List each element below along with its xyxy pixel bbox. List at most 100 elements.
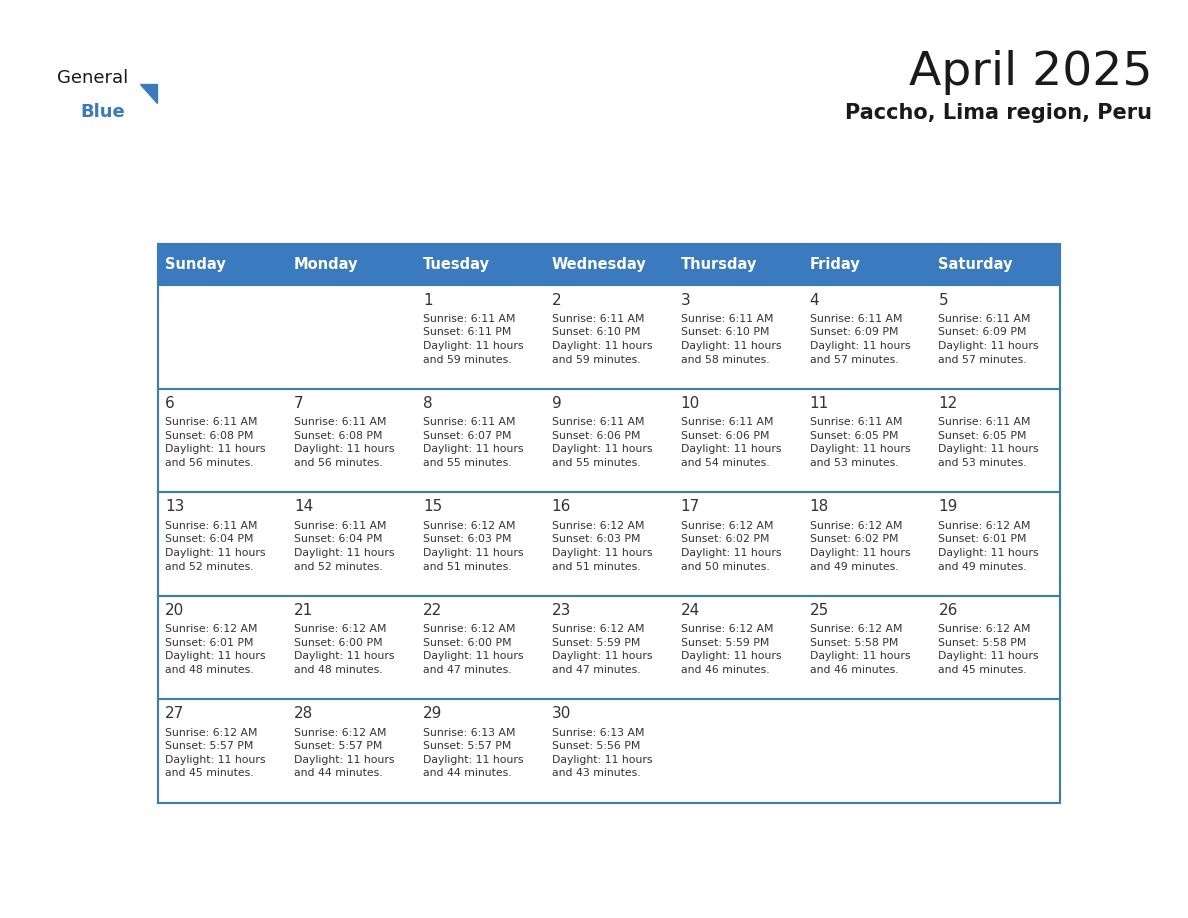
Bar (802, 492, 931, 596)
Bar (416, 285, 544, 389)
Bar (158, 700, 286, 803)
Bar (286, 596, 416, 700)
Text: Sunrise: 6:11 AM
Sunset: 6:06 PM
Daylight: 11 hours
and 54 minutes.: Sunrise: 6:11 AM Sunset: 6:06 PM Dayligh… (681, 417, 782, 468)
Bar (286, 244, 416, 285)
Text: 1: 1 (423, 293, 432, 308)
Text: 13: 13 (165, 499, 184, 514)
Bar (544, 700, 674, 803)
Text: 3: 3 (681, 293, 690, 308)
Text: 6: 6 (165, 396, 175, 411)
Text: 14: 14 (293, 499, 314, 514)
Bar (544, 596, 674, 700)
Text: Sunrise: 6:11 AM
Sunset: 6:08 PM
Daylight: 11 hours
and 56 minutes.: Sunrise: 6:11 AM Sunset: 6:08 PM Dayligh… (293, 417, 394, 468)
Bar (158, 389, 286, 492)
Text: Friday: Friday (809, 257, 860, 273)
Text: Sunrise: 6:12 AM
Sunset: 6:00 PM
Daylight: 11 hours
and 47 minutes.: Sunrise: 6:12 AM Sunset: 6:00 PM Dayligh… (423, 624, 524, 675)
Bar (286, 700, 416, 803)
Text: 2: 2 (551, 293, 562, 308)
Bar (674, 596, 802, 700)
Bar (158, 285, 286, 389)
Bar (802, 244, 931, 285)
Bar (416, 389, 544, 492)
Text: 21: 21 (293, 603, 314, 618)
Text: 4: 4 (809, 293, 820, 308)
Bar (931, 244, 1060, 285)
Text: 24: 24 (681, 603, 700, 618)
Bar (544, 492, 674, 596)
Text: 18: 18 (809, 499, 829, 514)
Bar (158, 596, 286, 700)
Text: 9: 9 (551, 396, 562, 411)
Text: Sunrise: 6:12 AM
Sunset: 5:57 PM
Daylight: 11 hours
and 45 minutes.: Sunrise: 6:12 AM Sunset: 5:57 PM Dayligh… (165, 728, 266, 778)
Bar (674, 492, 802, 596)
Bar (416, 596, 544, 700)
Text: Sunrise: 6:13 AM
Sunset: 5:57 PM
Daylight: 11 hours
and 44 minutes.: Sunrise: 6:13 AM Sunset: 5:57 PM Dayligh… (423, 728, 524, 778)
Text: Sunrise: 6:11 AM
Sunset: 6:05 PM
Daylight: 11 hours
and 53 minutes.: Sunrise: 6:11 AM Sunset: 6:05 PM Dayligh… (939, 417, 1040, 468)
Text: 16: 16 (551, 499, 571, 514)
Text: Monday: Monday (293, 257, 359, 273)
Text: 29: 29 (423, 707, 442, 722)
Text: Sunday: Sunday (165, 257, 226, 273)
Text: 23: 23 (551, 603, 571, 618)
Text: Tuesday: Tuesday (423, 257, 489, 273)
Bar (416, 492, 544, 596)
Text: Sunrise: 6:12 AM
Sunset: 5:57 PM
Daylight: 11 hours
and 44 minutes.: Sunrise: 6:12 AM Sunset: 5:57 PM Dayligh… (293, 728, 394, 778)
Text: 12: 12 (939, 396, 958, 411)
Bar (931, 596, 1060, 700)
Bar (931, 389, 1060, 492)
Text: Sunrise: 6:11 AM
Sunset: 6:05 PM
Daylight: 11 hours
and 53 minutes.: Sunrise: 6:11 AM Sunset: 6:05 PM Dayligh… (809, 417, 910, 468)
Bar (674, 244, 802, 285)
Text: Sunrise: 6:11 AM
Sunset: 6:10 PM
Daylight: 11 hours
and 59 minutes.: Sunrise: 6:11 AM Sunset: 6:10 PM Dayligh… (551, 314, 652, 364)
Bar (931, 285, 1060, 389)
Bar (674, 285, 802, 389)
Text: Sunrise: 6:12 AM
Sunset: 5:58 PM
Daylight: 11 hours
and 45 minutes.: Sunrise: 6:12 AM Sunset: 5:58 PM Dayligh… (939, 624, 1040, 675)
Text: 8: 8 (423, 396, 432, 411)
Text: Sunrise: 6:12 AM
Sunset: 6:02 PM
Daylight: 11 hours
and 50 minutes.: Sunrise: 6:12 AM Sunset: 6:02 PM Dayligh… (681, 521, 782, 572)
Text: Sunrise: 6:12 AM
Sunset: 5:59 PM
Daylight: 11 hours
and 46 minutes.: Sunrise: 6:12 AM Sunset: 5:59 PM Dayligh… (681, 624, 782, 675)
Text: 15: 15 (423, 499, 442, 514)
Text: 17: 17 (681, 499, 700, 514)
Bar (544, 389, 674, 492)
Text: April 2025: April 2025 (909, 50, 1152, 95)
Bar (544, 244, 674, 285)
Text: 20: 20 (165, 603, 184, 618)
Bar (931, 492, 1060, 596)
Text: 7: 7 (293, 396, 304, 411)
Bar (286, 389, 416, 492)
Text: General: General (57, 69, 128, 87)
Text: Sunrise: 6:11 AM
Sunset: 6:06 PM
Daylight: 11 hours
and 55 minutes.: Sunrise: 6:11 AM Sunset: 6:06 PM Dayligh… (551, 417, 652, 468)
Text: Sunrise: 6:11 AM
Sunset: 6:09 PM
Daylight: 11 hours
and 57 minutes.: Sunrise: 6:11 AM Sunset: 6:09 PM Dayligh… (809, 314, 910, 364)
Text: Sunrise: 6:12 AM
Sunset: 5:58 PM
Daylight: 11 hours
and 46 minutes.: Sunrise: 6:12 AM Sunset: 5:58 PM Dayligh… (809, 624, 910, 675)
Bar (802, 700, 931, 803)
Text: 25: 25 (809, 603, 829, 618)
Text: 5: 5 (939, 293, 948, 308)
Bar (802, 285, 931, 389)
Text: Paccho, Lima region, Peru: Paccho, Lima region, Peru (846, 103, 1152, 123)
Text: 22: 22 (423, 603, 442, 618)
Text: Wednesday: Wednesday (551, 257, 646, 273)
Text: Sunrise: 6:11 AM
Sunset: 6:09 PM
Daylight: 11 hours
and 57 minutes.: Sunrise: 6:11 AM Sunset: 6:09 PM Dayligh… (939, 314, 1040, 364)
Text: Sunrise: 6:12 AM
Sunset: 6:02 PM
Daylight: 11 hours
and 49 minutes.: Sunrise: 6:12 AM Sunset: 6:02 PM Dayligh… (809, 521, 910, 572)
Bar (286, 285, 416, 389)
Text: Sunrise: 6:11 AM
Sunset: 6:04 PM
Daylight: 11 hours
and 52 minutes.: Sunrise: 6:11 AM Sunset: 6:04 PM Dayligh… (293, 521, 394, 572)
Text: Sunrise: 6:12 AM
Sunset: 6:00 PM
Daylight: 11 hours
and 48 minutes.: Sunrise: 6:12 AM Sunset: 6:00 PM Dayligh… (293, 624, 394, 675)
Text: Sunrise: 6:11 AM
Sunset: 6:10 PM
Daylight: 11 hours
and 58 minutes.: Sunrise: 6:11 AM Sunset: 6:10 PM Dayligh… (681, 314, 782, 364)
Text: Sunrise: 6:11 AM
Sunset: 6:11 PM
Daylight: 11 hours
and 59 minutes.: Sunrise: 6:11 AM Sunset: 6:11 PM Dayligh… (423, 314, 524, 364)
Text: 30: 30 (551, 707, 571, 722)
Bar (416, 700, 544, 803)
Text: Sunrise: 6:11 AM
Sunset: 6:07 PM
Daylight: 11 hours
and 55 minutes.: Sunrise: 6:11 AM Sunset: 6:07 PM Dayligh… (423, 417, 524, 468)
Text: 11: 11 (809, 396, 829, 411)
Bar (674, 700, 802, 803)
Text: 27: 27 (165, 707, 184, 722)
Bar (286, 492, 416, 596)
Bar (158, 244, 286, 285)
Bar (802, 596, 931, 700)
Text: Sunrise: 6:12 AM
Sunset: 6:01 PM
Daylight: 11 hours
and 49 minutes.: Sunrise: 6:12 AM Sunset: 6:01 PM Dayligh… (939, 521, 1040, 572)
Bar (802, 389, 931, 492)
Text: Blue: Blue (81, 103, 126, 121)
Text: Sunrise: 6:12 AM
Sunset: 6:01 PM
Daylight: 11 hours
and 48 minutes.: Sunrise: 6:12 AM Sunset: 6:01 PM Dayligh… (165, 624, 266, 675)
Text: Sunrise: 6:11 AM
Sunset: 6:08 PM
Daylight: 11 hours
and 56 minutes.: Sunrise: 6:11 AM Sunset: 6:08 PM Dayligh… (165, 417, 266, 468)
Bar (544, 285, 674, 389)
Bar (416, 244, 544, 285)
Text: Sunrise: 6:12 AM
Sunset: 5:59 PM
Daylight: 11 hours
and 47 minutes.: Sunrise: 6:12 AM Sunset: 5:59 PM Dayligh… (551, 624, 652, 675)
